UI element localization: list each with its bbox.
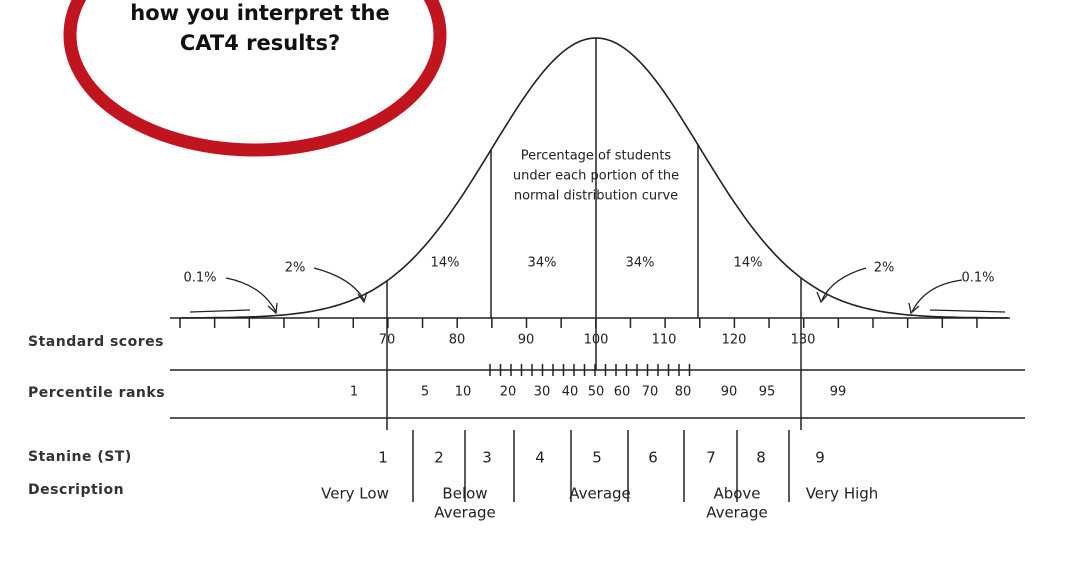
percentile-rank: 80	[675, 385, 692, 400]
red-circle	[63, 0, 447, 157]
description: Below	[442, 485, 487, 503]
row-label: Percentile ranks	[28, 385, 165, 401]
percentile-rank: 60	[614, 385, 631, 400]
description: Very Low	[321, 485, 389, 503]
portion-label: 0.1%	[961, 271, 994, 286]
header-line: how you interpret the	[130, 1, 389, 25]
portion-label: 14%	[734, 256, 763, 271]
description: Above	[713, 485, 760, 503]
percentile-rank: 70	[642, 385, 659, 400]
percentile-rank: 1	[350, 385, 358, 400]
description: Average	[706, 504, 768, 522]
percentile-rank: 20	[500, 385, 517, 400]
percentile-rank: 30	[534, 385, 551, 400]
standard-score: 80	[449, 333, 466, 348]
standard-score: 100	[584, 333, 609, 348]
description: Very High	[806, 485, 879, 503]
header-line: CAT4 results?	[180, 31, 340, 55]
percentile-rank: 40	[562, 385, 579, 400]
percentile-rank: 99	[830, 385, 847, 400]
stanine: 5	[592, 449, 602, 467]
row-label: Description	[28, 482, 124, 498]
stanine: 3	[482, 449, 492, 467]
description: Average	[569, 485, 631, 503]
curve-note: normal distribution curve	[514, 189, 678, 204]
stanine: 4	[535, 449, 545, 467]
portion-label: 0.1%	[183, 271, 216, 286]
portion-label: 34%	[626, 256, 655, 271]
standard-score: 130	[791, 333, 816, 348]
normal-curve	[180, 37, 1008, 319]
row-label: Stanine (ST)	[28, 449, 132, 465]
stanine: 1	[378, 449, 388, 467]
arrows	[189, 267, 1006, 315]
stanine: 8	[756, 449, 766, 467]
portion-label: 14%	[431, 256, 460, 271]
percentile-rank: 10	[455, 385, 472, 400]
portion-label: 2%	[874, 261, 895, 276]
portion-label: 34%	[528, 256, 557, 271]
stanine: 2	[434, 449, 444, 467]
percentile-rank: 5	[421, 385, 429, 400]
description: Average	[434, 504, 496, 522]
standard-score: 110	[652, 333, 677, 348]
percentile-rank: 95	[759, 385, 776, 400]
percentile-rank: 50	[588, 385, 605, 400]
curve-note: Percentage of students	[521, 149, 672, 164]
stanine: 6	[648, 449, 658, 467]
standard-score: 120	[722, 333, 747, 348]
standard-score: 70	[379, 333, 396, 348]
percentile-rank: 90	[721, 385, 738, 400]
curve-note: under each portion of the	[513, 169, 679, 184]
row-label: Standard scores	[28, 334, 164, 350]
standard-score: 90	[518, 333, 535, 348]
stanine: 7	[706, 449, 716, 467]
portion-label: 2%	[285, 261, 306, 276]
stanine: 9	[815, 449, 825, 467]
